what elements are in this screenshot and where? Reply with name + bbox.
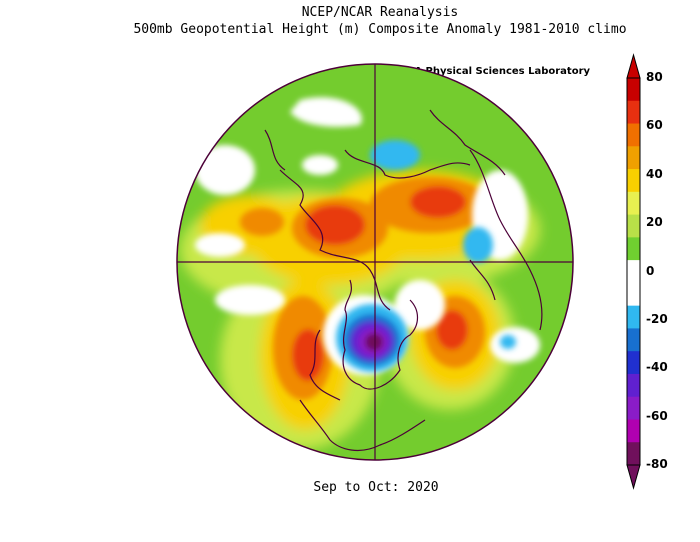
colorbar-segment	[627, 78, 640, 102]
colorbar-segment	[627, 146, 640, 170]
colorbar-tick-label: 0	[646, 263, 655, 278]
title-line-2: 500mb Geopotential Height (m) Composite …	[133, 22, 627, 37]
anomaly-field	[177, 64, 573, 460]
colorbar-segment	[627, 419, 640, 443]
colorbar-top-arrow	[626, 53, 641, 79]
colorbar-segment	[627, 282, 640, 307]
colorbar-segment	[627, 214, 640, 238]
colorbar-tick-label: -20	[646, 311, 668, 326]
colorbar-tick-label: -60	[646, 408, 668, 423]
title-line-1: NCEP/NCAR Reanalysis	[301, 5, 459, 20]
map-border	[176, 63, 574, 461]
credit-label: NOAA Physical Sciences Laboratory	[390, 66, 591, 77]
colorbar-segment	[627, 305, 640, 329]
coastlines	[264, 109, 543, 452]
colorbar-segment	[627, 169, 640, 193]
colorbar-tick-label: 40	[646, 166, 663, 181]
colorbar-tick-label: -80	[646, 457, 668, 471]
colorbar-segment	[627, 260, 640, 284]
colorbar-segment	[627, 373, 640, 398]
colorbar-segment	[627, 123, 640, 147]
colorbar-tick-label: 60	[646, 118, 663, 133]
colorbar-tick-label: -40	[646, 360, 668, 375]
colorbar-segment	[627, 100, 640, 125]
colorbar-segment	[627, 442, 640, 466]
colorbar-segment	[627, 237, 640, 261]
colorbar-segment	[627, 191, 640, 216]
colorbar-tick-label: 20	[646, 215, 663, 230]
colorbar-segment	[627, 396, 640, 420]
colorbar-segment	[627, 328, 640, 352]
colorbar	[626, 53, 641, 490]
period-label: Sep to Oct: 2020	[313, 480, 439, 495]
colorbar-segment	[627, 351, 640, 375]
colorbar-tick-label: 80	[646, 70, 663, 84]
